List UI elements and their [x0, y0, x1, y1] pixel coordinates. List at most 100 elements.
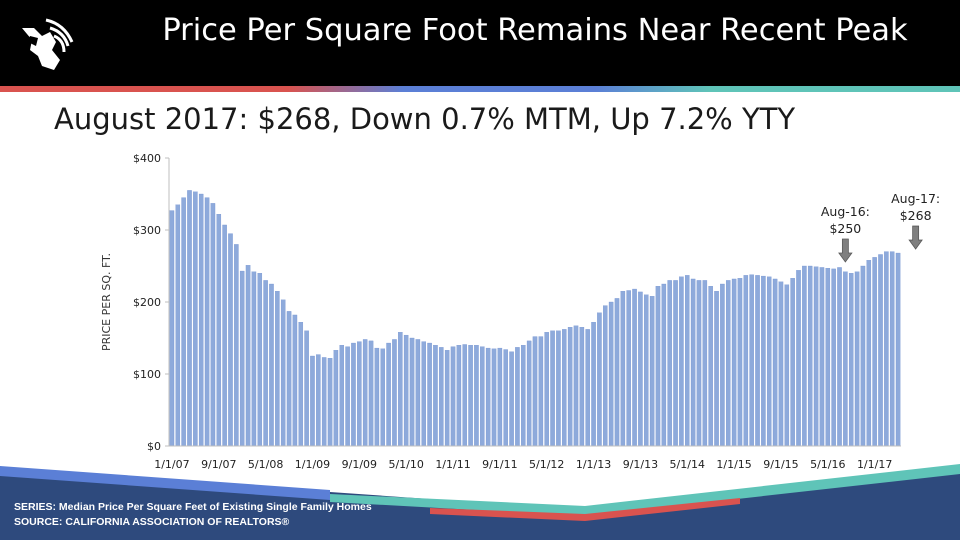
bar [679, 276, 684, 447]
bar [257, 273, 263, 447]
annotation: Aug-17: $268 [891, 191, 940, 250]
bar [714, 291, 719, 447]
bar [380, 348, 386, 447]
bar [731, 278, 737, 447]
bar [725, 280, 731, 447]
bar [456, 345, 462, 447]
annotation-value: $268 [900, 208, 932, 223]
bar [239, 270, 245, 447]
bar [321, 357, 327, 447]
bar [316, 354, 321, 447]
bar [766, 276, 772, 447]
x-tick-label: 9/1/11 [482, 458, 517, 471]
bar [597, 312, 602, 447]
bar [860, 265, 866, 447]
x-tick-label: 5/1/14 [670, 458, 705, 471]
bar [485, 347, 491, 447]
x-tick-label: 5/1/08 [248, 458, 283, 471]
annotation-label: Aug-17: [891, 191, 940, 206]
annotation-label: Aug-16: [821, 204, 870, 219]
bar [720, 283, 725, 447]
annotations: Aug-16: $250 Aug-17: $268 [821, 191, 940, 263]
bar [491, 348, 497, 447]
bar [585, 329, 590, 447]
bar [503, 349, 508, 447]
bar [544, 332, 549, 447]
bar [497, 347, 503, 447]
bar [825, 268, 831, 447]
bar [280, 299, 286, 447]
bar [843, 271, 848, 447]
bar [608, 301, 614, 447]
y-tick-label: $200 [133, 296, 161, 309]
bar [614, 298, 620, 447]
bar [245, 265, 251, 447]
annotation: Aug-16: $250 [821, 204, 870, 263]
bar [374, 347, 380, 447]
bar [690, 278, 696, 447]
bar [450, 346, 456, 447]
x-tick-label: 9/1/13 [623, 458, 658, 471]
bar [790, 278, 795, 447]
x-tick-label: 1/1/15 [716, 458, 751, 471]
bar [169, 210, 175, 447]
bar [603, 305, 608, 447]
y-tick-label: $0 [147, 440, 161, 453]
bar [784, 284, 790, 447]
bar [702, 280, 708, 447]
bar [889, 251, 895, 447]
bar [327, 358, 333, 447]
bar [193, 191, 198, 447]
bar [181, 197, 186, 447]
bar [749, 274, 754, 447]
bar [421, 341, 427, 447]
bar [620, 291, 626, 447]
bar [275, 291, 280, 447]
bar [433, 345, 438, 447]
source-note: SOURCE: CALIFORNIA ASSOCIATION OF REALTO… [14, 516, 290, 528]
bar [216, 214, 222, 447]
x-tick-label: 1/1/07 [154, 458, 189, 471]
bar [848, 273, 854, 447]
bar [579, 327, 585, 447]
bar [263, 280, 268, 447]
bar [398, 332, 403, 447]
bar [562, 329, 567, 447]
bar [415, 339, 421, 447]
bar [198, 193, 204, 447]
bar [755, 275, 760, 447]
bar [550, 330, 555, 447]
bar [187, 190, 192, 447]
bar [878, 254, 883, 447]
bar [556, 330, 561, 447]
bar [538, 336, 544, 447]
series-note: SERIES: Median Price Per Square Feet of … [14, 501, 372, 513]
bar [778, 281, 784, 447]
y-tick-label: $300 [133, 224, 161, 237]
bar [655, 286, 661, 447]
bar [468, 345, 473, 447]
chart-title: August 2017: $268, Down 0.7% MTM, Up 7.2… [54, 102, 796, 136]
bar [351, 342, 356, 447]
y-tick-label: $400 [133, 152, 161, 165]
bar [737, 278, 743, 447]
bar [649, 296, 655, 447]
bar [813, 266, 819, 447]
bar [368, 340, 374, 447]
bar [269, 283, 274, 447]
bar [210, 203, 216, 447]
bar [444, 350, 450, 447]
bar [667, 280, 672, 447]
y-axis: $0 $100 $200 $300 $400 [133, 152, 170, 453]
accent-strip [0, 86, 960, 92]
x-tick-label: 1/1/11 [435, 458, 470, 471]
x-tick-label: 1/1/09 [295, 458, 330, 471]
bar [661, 283, 667, 447]
bar [895, 252, 901, 447]
x-tick-label: 1/1/13 [576, 458, 611, 471]
bar [573, 325, 579, 447]
x-tick-label: 9/1/07 [201, 458, 236, 471]
bar [403, 334, 409, 447]
bar [761, 275, 766, 447]
